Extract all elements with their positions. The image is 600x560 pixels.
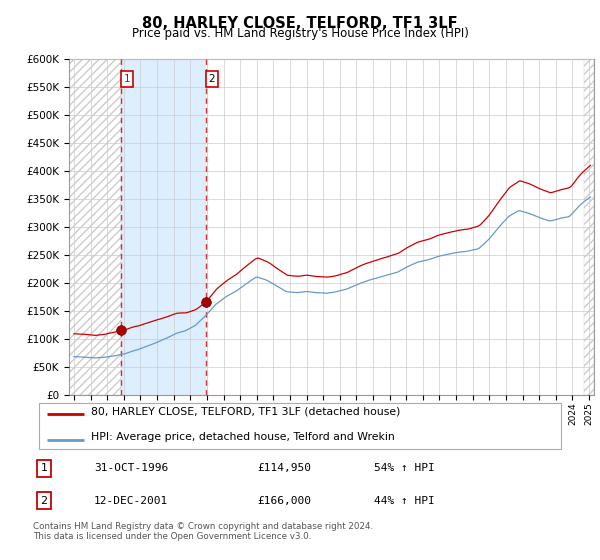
Text: 1: 1: [124, 74, 130, 84]
Text: 1: 1: [40, 464, 47, 473]
Bar: [69, 59, 121, 395]
Text: Price paid vs. HM Land Registry's House Price Index (HPI): Price paid vs. HM Land Registry's House …: [131, 27, 469, 40]
Text: 12-DEC-2001: 12-DEC-2001: [94, 496, 169, 506]
Text: £114,950: £114,950: [258, 464, 312, 473]
FancyBboxPatch shape: [38, 404, 562, 449]
Text: 31-OCT-1996: 31-OCT-1996: [94, 464, 169, 473]
Text: 44% ↑ HPI: 44% ↑ HPI: [374, 496, 434, 506]
Bar: [121, 59, 206, 395]
Text: Contains HM Land Registry data © Crown copyright and database right 2024.
This d: Contains HM Land Registry data © Crown c…: [33, 522, 373, 542]
Text: 54% ↑ HPI: 54% ↑ HPI: [374, 464, 434, 473]
Text: £166,000: £166,000: [258, 496, 312, 506]
Text: 80, HARLEY CLOSE, TELFORD, TF1 3LF: 80, HARLEY CLOSE, TELFORD, TF1 3LF: [142, 16, 458, 31]
Text: 2: 2: [40, 496, 47, 506]
Text: HPI: Average price, detached house, Telford and Wrekin: HPI: Average price, detached house, Telf…: [91, 432, 395, 442]
Text: 2: 2: [209, 74, 215, 84]
Text: 80, HARLEY CLOSE, TELFORD, TF1 3LF (detached house): 80, HARLEY CLOSE, TELFORD, TF1 3LF (deta…: [91, 407, 401, 416]
